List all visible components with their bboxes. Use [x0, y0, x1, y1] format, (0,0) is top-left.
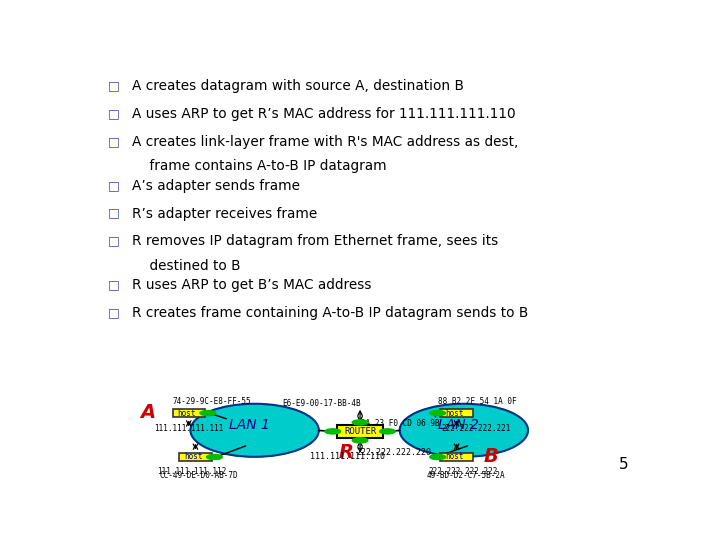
- Text: □: □: [108, 234, 120, 247]
- Text: □: □: [108, 79, 120, 92]
- Text: □: □: [108, 135, 120, 148]
- Text: □: □: [108, 207, 120, 220]
- Text: destined to B: destined to B: [132, 259, 240, 273]
- Text: R’s adapter receives frame: R’s adapter receives frame: [132, 207, 317, 220]
- Text: A creates link-layer frame with R's MAC address as dest,: A creates link-layer frame with R's MAC …: [132, 135, 518, 149]
- Text: □: □: [108, 306, 120, 319]
- Text: □: □: [108, 278, 120, 291]
- Text: □: □: [108, 107, 120, 120]
- Text: A’s adapter sends frame: A’s adapter sends frame: [132, 179, 300, 193]
- Text: frame contains A-to-B IP datagram: frame contains A-to-B IP datagram: [132, 159, 387, 173]
- Text: R uses ARP to get B’s MAC address: R uses ARP to get B’s MAC address: [132, 278, 372, 292]
- Text: A uses ARP to get R’s MAC address for 111.111.111.110: A uses ARP to get R’s MAC address for 11…: [132, 107, 516, 121]
- Text: R removes IP datagram from Ethernet frame, sees its: R removes IP datagram from Ethernet fram…: [132, 234, 498, 248]
- Text: R creates frame containing A-to-B IP datagram sends to B: R creates frame containing A-to-B IP dat…: [132, 306, 528, 320]
- Text: A creates datagram with source A, destination B: A creates datagram with source A, destin…: [132, 79, 464, 93]
- Text: 5: 5: [619, 457, 629, 472]
- Text: □: □: [108, 179, 120, 192]
